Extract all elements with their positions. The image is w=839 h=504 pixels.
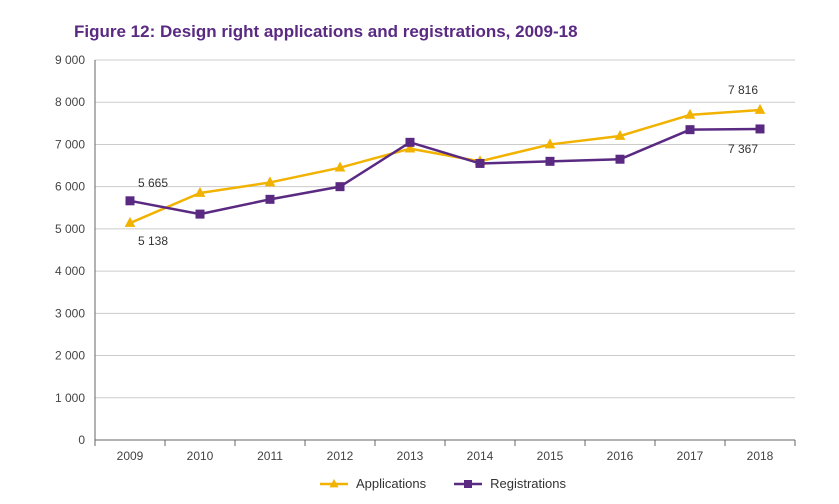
data-callout: 5 665: [138, 176, 168, 190]
y-tick-label: 7 000: [55, 137, 85, 151]
x-tick-label: 2014: [467, 449, 494, 463]
y-tick-label: 1 000: [55, 391, 85, 405]
legend-item-applications: Applications: [320, 476, 426, 491]
x-tick-label: 2015: [537, 449, 564, 463]
y-tick-label: 3 000: [55, 306, 85, 320]
y-tick-label: 2 000: [55, 349, 85, 363]
x-tick-label: 2009: [117, 449, 144, 463]
line-chart: 0 1 000 2 000 3 000 4 000 5 000 6 000 7 000 8 00…: [0, 0, 839, 504]
marker-square: [336, 183, 344, 191]
marker-square: [406, 138, 414, 146]
marker-square: [546, 157, 554, 165]
marker-square: [476, 159, 484, 167]
x-tick-label: 2017: [677, 449, 704, 463]
series-registrations: [126, 125, 764, 218]
series-line: [130, 129, 760, 214]
legend: Applications Registrations: [320, 476, 566, 491]
legend-swatch-icon: [320, 477, 348, 491]
x-tick-label: 2011: [257, 449, 283, 463]
x-tick-label: 2016: [607, 449, 634, 463]
marker-square: [266, 195, 274, 203]
y-tick-label: 9 000: [55, 53, 85, 67]
figure-container: Figure 12: Design right applications and…: [0, 0, 839, 504]
marker-square: [126, 197, 134, 205]
data-callout: 7 816: [728, 83, 758, 97]
y-tick-label: 0: [78, 433, 85, 447]
data-callout: 7 367: [728, 142, 758, 156]
data-callout: 5 138: [138, 234, 168, 248]
marker-square: [616, 155, 624, 163]
x-tick-label: 2012: [327, 449, 354, 463]
y-tick-label: 8 000: [55, 95, 85, 109]
y-tick-label: 5 000: [55, 222, 85, 236]
legend-label: Applications: [356, 476, 426, 491]
marker-square: [756, 125, 764, 133]
series-line: [130, 110, 760, 223]
x-tick-label: 2010: [187, 449, 214, 463]
y-tick-label: 6 000: [55, 180, 85, 194]
series-applications: [126, 105, 765, 227]
x-tick-label: 2018: [747, 449, 774, 463]
marker-square: [686, 126, 694, 134]
legend-label: Registrations: [490, 476, 566, 491]
legend-swatch-icon: [454, 477, 482, 491]
x-tick-label: 2013: [397, 449, 424, 463]
marker-square: [196, 210, 204, 218]
legend-item-registrations: Registrations: [454, 476, 566, 491]
y-tick-label: 4 000: [55, 264, 85, 278]
